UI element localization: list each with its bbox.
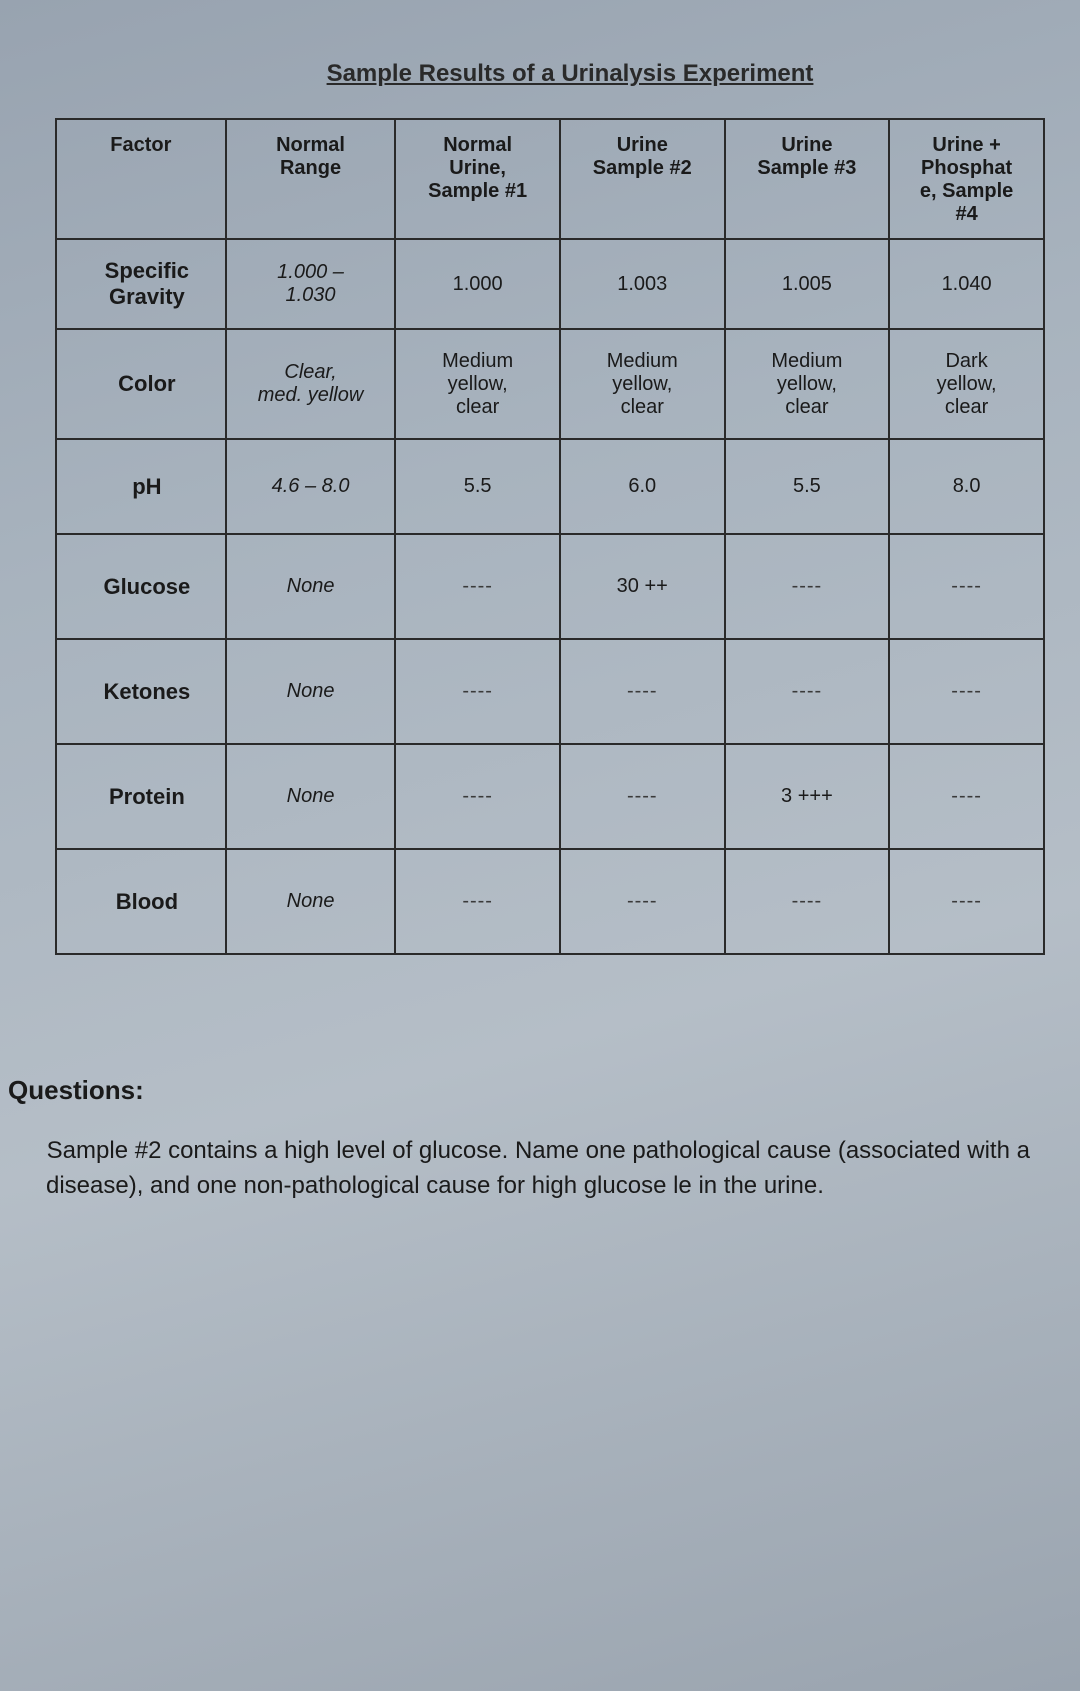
question-number: 1. (10, 1134, 40, 1169)
cell-s4: ---- (889, 744, 1044, 849)
cell-s3: ---- (725, 639, 890, 744)
cell-range: 4.6 – 8.0 (226, 439, 396, 534)
table-row: SpecificGravity 1.000 –1.030 1.000 1.003… (56, 239, 1044, 329)
page-title: Sample Results of a Urinalysis Experimen… (80, 60, 1060, 88)
question-text: Sample #2 contains a high level of gluco… (46, 1137, 1030, 1199)
cell-s3: ---- (725, 534, 890, 639)
cell-s2: ---- (560, 639, 725, 744)
cell-s4: 1.040 (889, 239, 1044, 329)
cell-factor: Blood (56, 849, 226, 954)
cell-s1: ---- (395, 534, 560, 639)
col-factor: Factor (56, 119, 226, 239)
col-sample1: NormalUrine,Sample #1 (395, 119, 560, 239)
cell-range: Clear,med. yellow (226, 329, 396, 439)
table-row: Ketones None ---- ---- ---- ---- (56, 639, 1044, 744)
question-item: 1. Sample #2 contains a high level of gl… (0, 1134, 1070, 1204)
cell-range: None (226, 744, 396, 849)
col-normal-range: NormalRange (226, 119, 396, 239)
cell-s3: 3 +++ (725, 744, 890, 849)
cell-factor: Ketones (56, 639, 226, 744)
questions-heading: Questions: (8, 1075, 1060, 1106)
cell-range: None (226, 639, 396, 744)
cell-factor: pH (56, 439, 226, 534)
cell-s4: ---- (889, 534, 1044, 639)
cell-s1: 1.000 (395, 239, 560, 329)
cell-range: None (226, 849, 396, 954)
table-row: Glucose None ---- 30 ++ ---- ---- (56, 534, 1044, 639)
cell-s1: ---- (395, 744, 560, 849)
cell-s3: Mediumyellow,clear (725, 329, 890, 439)
table-row: Blood None ---- ---- ---- ---- (56, 849, 1044, 954)
cell-s2: ---- (560, 744, 725, 849)
col-sample4: Urine +Phosphate, Sample#4 (889, 119, 1044, 239)
cell-s4: 8.0 (889, 439, 1044, 534)
cell-s4: ---- (889, 849, 1044, 954)
cell-s1: 5.5 (395, 439, 560, 534)
cell-factor: Protein (56, 744, 226, 849)
col-sample3: UrineSample #3 (725, 119, 890, 239)
table-row: Color Clear,med. yellow Mediumyellow,cle… (56, 329, 1044, 439)
cell-s4: Darkyellow,clear (889, 329, 1044, 439)
cell-factor: Glucose (56, 534, 226, 639)
cell-s3: 1.005 (725, 239, 890, 329)
cell-s1: ---- (395, 639, 560, 744)
cell-range: None (226, 534, 396, 639)
urinalysis-table: Factor NormalRange NormalUrine,Sample #1… (55, 118, 1045, 955)
cell-s2: ---- (560, 849, 725, 954)
cell-s2: 6.0 (560, 439, 725, 534)
cell-factor: Color (56, 329, 226, 439)
cell-s4: ---- (889, 639, 1044, 744)
table-row: Protein None ---- ---- 3 +++ ---- (56, 744, 1044, 849)
cell-s1: ---- (395, 849, 560, 954)
col-sample2: UrineSample #2 (560, 119, 725, 239)
cell-s2: 30 ++ (560, 534, 725, 639)
cell-s3: ---- (725, 849, 890, 954)
cell-s2: Mediumyellow,clear (560, 329, 725, 439)
cell-range: 1.000 –1.030 (226, 239, 396, 329)
cell-s3: 5.5 (725, 439, 890, 534)
cell-s2: 1.003 (560, 239, 725, 329)
table-body: SpecificGravity 1.000 –1.030 1.000 1.003… (56, 239, 1044, 954)
table-row: pH 4.6 – 8.0 5.5 6.0 5.5 8.0 (56, 439, 1044, 534)
cell-s1: Mediumyellow,clear (395, 329, 560, 439)
table-header-row: Factor NormalRange NormalUrine,Sample #1… (56, 119, 1044, 239)
cell-factor: SpecificGravity (56, 239, 226, 329)
